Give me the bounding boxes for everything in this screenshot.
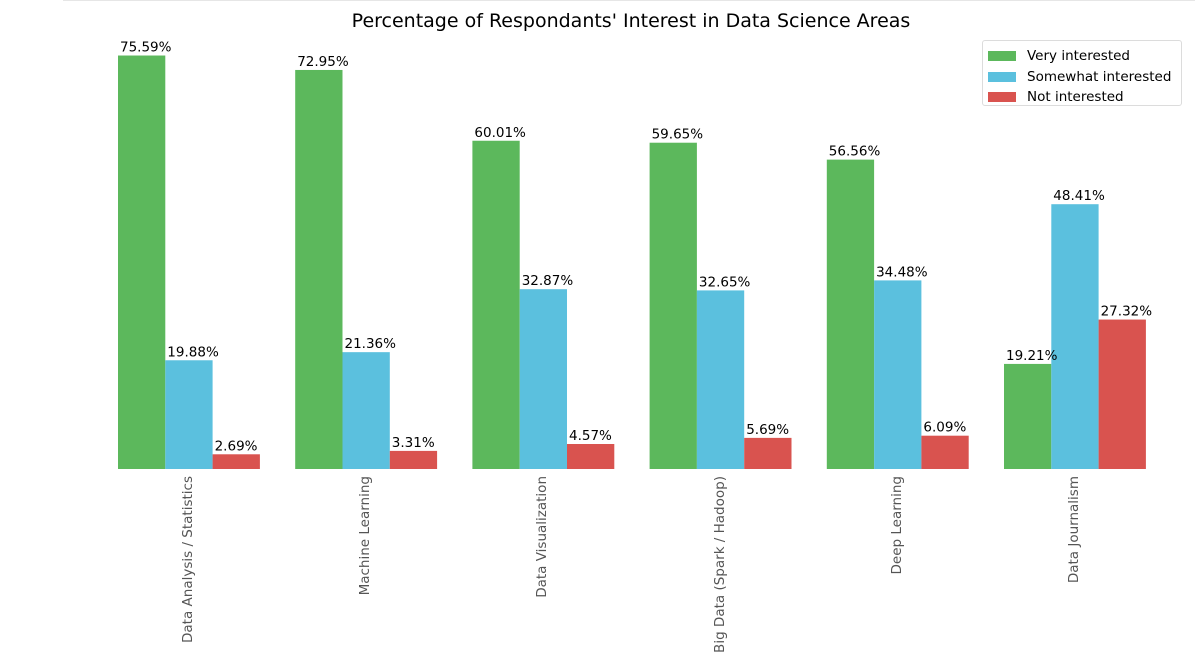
bar (472, 140, 520, 469)
data-label: 56.56% (829, 144, 881, 160)
bars-layer (118, 55, 1146, 470)
data-label: 6.09% (923, 420, 966, 436)
bar (696, 290, 745, 469)
data-label: 75.59% (120, 40, 172, 56)
chart-title: Percentage of Respondants' Interest in D… (351, 10, 911, 32)
legend-swatch (988, 51, 1016, 62)
x-tick-label: Data Visualization (534, 476, 550, 598)
legend-label: Somewhat interested (1027, 68, 1172, 85)
bar (342, 352, 390, 469)
bar (519, 289, 567, 469)
data-label: 19.21% (1006, 348, 1058, 364)
bar (1051, 204, 1099, 469)
legend: Very interested Somewhat interested Not … (982, 40, 1182, 106)
bar (649, 142, 697, 469)
bar (389, 450, 438, 469)
legend-label: Very interested (1027, 48, 1130, 65)
bar (567, 444, 615, 469)
bar (118, 55, 166, 470)
legend-label: Not interested (1027, 89, 1124, 106)
bar (165, 360, 213, 469)
x-tick-label: Big Data (Spark / Hadoop) (712, 476, 728, 653)
legend-item-very-interested: Very interested (988, 46, 1181, 67)
bar (744, 437, 792, 469)
legend-swatch (988, 92, 1016, 103)
data-label: 21.36% (345, 336, 397, 352)
legend-item-somewhat-interested: Somewhat interested (988, 67, 1181, 88)
bar (1004, 363, 1052, 469)
legend-item-not-interested: Not interested (988, 87, 1181, 108)
bar (826, 159, 875, 469)
data-label: 48.41% (1053, 188, 1105, 204)
data-label: 4.57% (569, 428, 612, 444)
bar (874, 280, 922, 469)
data-label: 60.01% (474, 125, 526, 141)
data-label: 27.32% (1101, 304, 1153, 320)
x-tick-label: Data Analysis / Statistics (180, 476, 196, 643)
data-label: 32.65% (699, 274, 751, 290)
x-tick-label: Deep Learning (889, 476, 905, 574)
data-label: 5.69% (746, 422, 789, 438)
bar (1098, 319, 1146, 469)
bar (921, 435, 969, 469)
bar (295, 69, 343, 470)
data-label: 72.95% (297, 54, 349, 70)
data-label: 19.88% (167, 344, 219, 360)
data-label: 34.48% (876, 264, 928, 280)
legend-swatch (988, 71, 1016, 82)
top-border (63, 0, 1195, 1)
x-tick-label: Machine Learning (357, 476, 373, 595)
data-label: 32.87% (522, 273, 574, 289)
x-tick-label: Data Journalism (1066, 476, 1082, 583)
x-tick-labels-layer: Data Analysis / Statistics Machine Learni… (180, 476, 1082, 653)
bar (212, 454, 260, 469)
data-label: 59.65% (652, 127, 704, 143)
data-labels-layer: 75.59% 19.88% 2.69% 72.95% 21.36% 3.31% 60.01%… (120, 40, 1152, 455)
data-label: 2.69% (215, 438, 258, 454)
data-label: 3.31% (392, 435, 435, 451)
